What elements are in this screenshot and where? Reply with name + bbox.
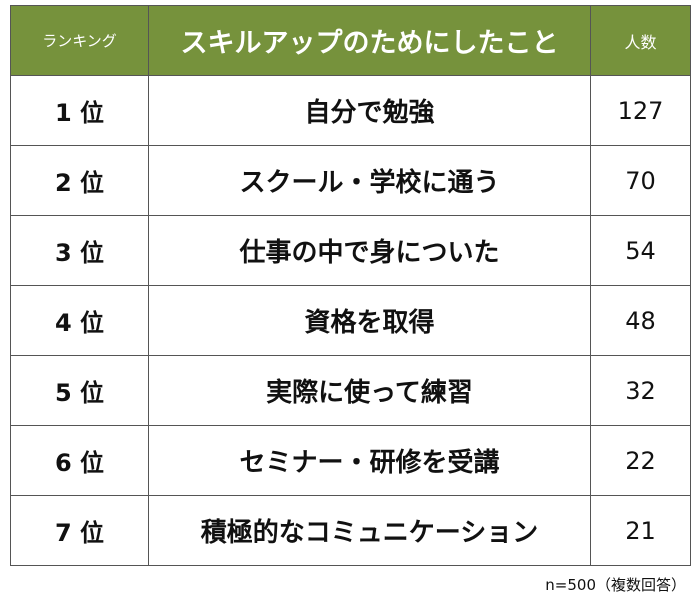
table-row: 7 位積極的なコミュニケーション 21 xyxy=(10,495,691,566)
table-row: 1 位自分で勉強 127 xyxy=(10,75,691,146)
count-cell: 70 xyxy=(590,145,691,216)
rank-cell: 3 位 xyxy=(10,215,149,286)
rank-cell: 6 位 xyxy=(10,425,149,496)
rank-cell: 4 位 xyxy=(10,285,149,356)
table-row: 6 位セミナー・研修を受講 22 xyxy=(10,425,691,496)
rank-cell: 7 位 xyxy=(10,495,149,566)
footnote: n=500（複数回答） xyxy=(545,576,686,594)
item-cell: 仕事の中で身についた xyxy=(148,215,591,286)
item-cell: 自分で勉強 xyxy=(148,75,591,146)
item-cell: 資格を取得 xyxy=(148,285,591,356)
count-cell: 54 xyxy=(590,215,691,286)
ranking-table: ランキング スキルアップのためにしたこと 人数 1 位自分で勉強 127 2 位スクール… xyxy=(10,5,691,566)
item-cell: 実際に使って練習 xyxy=(148,355,591,426)
item-cell: スクール・学校に通う xyxy=(148,145,591,216)
header-row: ランキング スキルアップのためにしたこと 人数 xyxy=(10,5,691,76)
header-cell: ランキング xyxy=(10,5,149,76)
header-cell: 人数 xyxy=(590,5,691,76)
rank-cell: 2 位 xyxy=(10,145,149,216)
rank-cell: 5 位 xyxy=(10,355,149,426)
table-row: 2 位スクール・学校に通う 70 xyxy=(10,145,691,216)
count-cell: 48 xyxy=(590,285,691,356)
header-cell: スキルアップのためにしたこと xyxy=(148,5,591,76)
table-header: ランキング スキルアップのためにしたこと 人数 xyxy=(10,5,691,76)
table-row: 3 位仕事の中で身についた 54 xyxy=(10,215,691,286)
table-row: 4 位資格を取得 48 xyxy=(10,285,691,356)
item-cell: セミナー・研修を受講 xyxy=(148,425,591,496)
table-row: 5 位実際に使って練習 32 xyxy=(10,355,691,426)
count-cell: 22 xyxy=(590,425,691,496)
count-cell: 127 xyxy=(590,75,691,146)
rank-cell: 1 位 xyxy=(10,75,149,146)
table-body: 1 位自分で勉強 127 2 位スクール・学校に通う 70 3 位仕事の中で身についた 5… xyxy=(10,75,691,566)
count-cell: 32 xyxy=(590,355,691,426)
count-cell: 21 xyxy=(590,495,691,566)
item-cell: 積極的なコミュニケーション xyxy=(148,495,591,566)
